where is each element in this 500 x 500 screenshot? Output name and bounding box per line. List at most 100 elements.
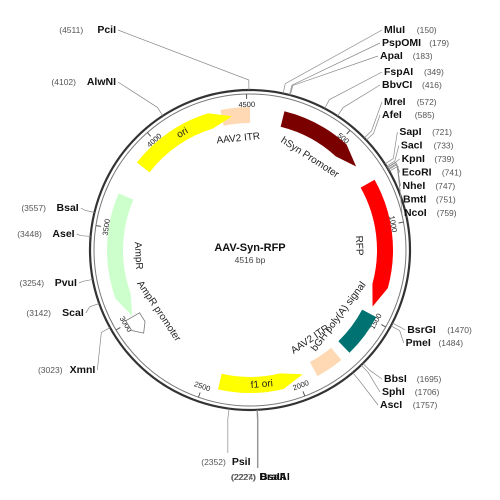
site-position-bmti: (751)	[436, 195, 456, 205]
tick-mark	[346, 129, 351, 135]
site-leader-line	[80, 207, 95, 213]
site-name-afei: AfeI	[382, 109, 402, 121]
site-name-scai: ScaI	[62, 307, 84, 319]
site-name-mlui: MluI	[384, 24, 405, 36]
site-leader-line	[337, 84, 381, 117]
site-leader-line	[76, 233, 91, 237]
site-name-draiii: DraIII	[259, 471, 285, 483]
feature-label-f1-ori: f1 ori	[250, 378, 273, 391]
site-name-bbvci: BbvCI	[382, 79, 412, 91]
site-position-bbvci: (416)	[422, 80, 442, 90]
site-position-sphi: (1706)	[415, 387, 440, 397]
site-position-pmei: (1484)	[438, 338, 463, 348]
site-position-fspai: (349)	[424, 67, 444, 77]
feature-itr-left	[220, 107, 250, 126]
feature-itr-right	[309, 347, 342, 377]
site-position-afei: (585)	[415, 110, 435, 120]
tick-label: 3500	[101, 218, 113, 236]
site-position-bbsi: (1695)	[417, 374, 442, 384]
site-leader-line	[117, 81, 164, 117]
site-leader-line	[324, 71, 383, 109]
site-position-xmni: (3023)	[38, 365, 63, 375]
site-name-alwni: AlwNI	[87, 76, 116, 88]
tick-mark	[115, 327, 121, 331]
site-leader-line	[366, 114, 381, 141]
feature-layer	[107, 107, 393, 393]
site-position-pcii: (4511)	[59, 25, 83, 35]
site-layer: PciI (4511) MluI (150) PspOMI (179) ApaI (183)F…	[17, 24, 472, 483]
site-name-fspai: FspAI	[384, 66, 413, 78]
site-name-pmei: PmeI	[406, 337, 431, 349]
site-position-ecori: (741)	[442, 168, 462, 178]
site-name-asei: AseI	[52, 228, 74, 240]
site-name-mrei: MreI	[384, 96, 406, 108]
site-position-nhei: (747)	[435, 181, 455, 191]
site-leader-line	[392, 322, 406, 331]
feature-f1-ori	[218, 373, 303, 393]
site-leader-line	[96, 327, 111, 371]
feature-ampr	[107, 193, 134, 316]
site-leader-line	[360, 364, 381, 393]
tick-label: 1000	[387, 215, 399, 233]
site-leader-line	[386, 158, 400, 168]
tick-label: 2500	[193, 379, 212, 393]
tick-mark	[381, 324, 386, 328]
site-position-asci: (1757)	[413, 400, 438, 410]
tick-mark	[95, 225, 101, 227]
site-leader-line	[364, 101, 383, 139]
site-position-pvui: (3254)	[20, 278, 45, 288]
site-name-bsaai: BsaAI	[260, 471, 290, 483]
site-position-mrei: (572)	[417, 97, 437, 107]
site-leader-line	[389, 165, 403, 214]
site-position-ncoi: (759)	[437, 208, 457, 218]
site-position-scai: (3142)	[26, 308, 51, 318]
feature-hsyn-promoter	[280, 111, 357, 167]
site-leader-line	[289, 55, 379, 96]
tick-mark	[197, 392, 201, 398]
site-name-apai: ApaI	[380, 50, 403, 62]
site-position-kpni: (739)	[434, 154, 454, 164]
site-name-pcii: PciI	[97, 24, 116, 36]
site-position-pspomi: (179)	[429, 38, 449, 48]
site-leader-line	[227, 408, 230, 453]
site-name-asci: AscI	[380, 399, 402, 411]
site-leader-line	[78, 279, 93, 284]
site-name-ecori: EcoRI	[402, 167, 432, 179]
backbone-inner-ring	[93, 93, 407, 407]
site-name-pspomi: PspOMI	[382, 37, 421, 49]
site-name-psii: PsiI	[232, 456, 251, 468]
feature-ori	[136, 113, 233, 173]
site-position-psii: (2352)	[201, 457, 226, 467]
backbone-outer-ring	[88, 88, 412, 412]
site-leader-line	[289, 42, 381, 96]
site-leader-line	[282, 29, 383, 94]
site-position-bsrgi: (1470)	[447, 325, 472, 335]
site-leader-line	[390, 325, 405, 344]
site-name-ncoi: NcoI	[404, 207, 427, 219]
site-name-bbsi: BbsI	[384, 373, 407, 385]
site-leader-line	[362, 363, 383, 380]
site-position-sapi: (721)	[432, 127, 452, 137]
site-name-bmti: BmtI	[403, 194, 426, 206]
site-name-sapi: SapI	[399, 126, 421, 138]
site-name-xmni: XmnI	[70, 364, 96, 376]
site-name-sphi: SphI	[382, 386, 405, 398]
tick-label: 4500	[238, 100, 255, 109]
feature-label-ori: ori	[175, 126, 190, 141]
site-leader-line	[352, 372, 379, 406]
site-position-saci: (733)	[434, 141, 454, 151]
feature-ampr-promoter	[125, 312, 146, 334]
site-name-nhei: NheI	[403, 180, 426, 192]
site-position-apai: (183)	[413, 51, 433, 61]
feature-label-itr-left: AAV2 ITR	[216, 131, 261, 146]
feature-label-ampr-promoter: AmpR promoter	[134, 279, 183, 344]
site-position-bsaai: (2224)	[231, 472, 256, 482]
site-position-alwni: (4102)	[51, 77, 76, 87]
tick-mark	[147, 132, 152, 137]
plasmid-length: 4516 bp	[235, 255, 266, 265]
site-position-bsai: (3557)	[21, 203, 46, 213]
site-leader-line	[85, 303, 100, 314]
site-name-kpni: KpnI	[402, 153, 425, 165]
site-leader-line	[384, 131, 398, 165]
